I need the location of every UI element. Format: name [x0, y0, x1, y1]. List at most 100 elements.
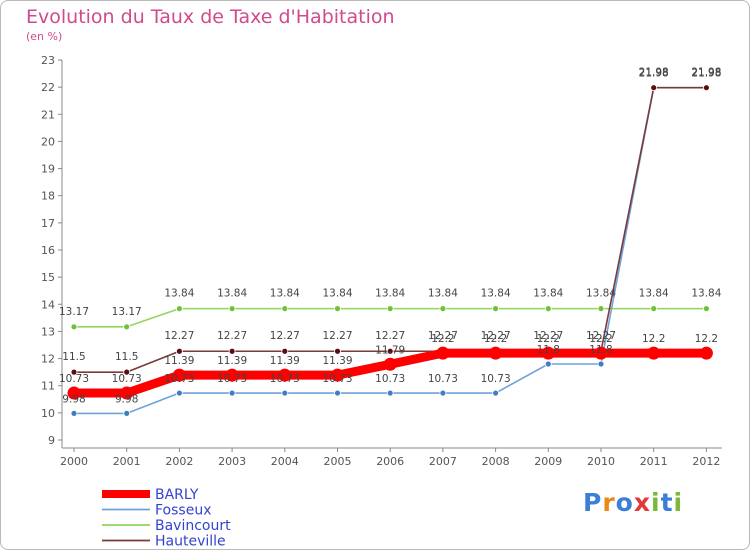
data-point	[489, 346, 503, 360]
data-point	[281, 305, 289, 313]
data-label: 13.84	[586, 288, 616, 300]
chart-title: Evolution du Taux de Taxe d'Habitation	[26, 6, 395, 28]
y-tick-label: 17	[41, 217, 55, 230]
data-point	[703, 305, 710, 313]
data-label: 11.8	[537, 344, 560, 356]
data-label: 21.98	[639, 68, 669, 80]
proxiti-logo: Proxiti	[583, 488, 683, 517]
y-tick-label: 16	[41, 244, 55, 257]
data-point	[597, 360, 605, 368]
data-label: 13.84	[691, 288, 721, 300]
data-label: 10.73	[112, 373, 142, 385]
data-point	[172, 368, 186, 382]
data-label: 10.73	[322, 373, 352, 385]
data-label: 10.73	[375, 373, 405, 385]
data-point	[492, 305, 500, 313]
logo-letter: r	[602, 488, 616, 517]
data-label: 12.27	[217, 330, 247, 342]
data-label: 13.84	[533, 288, 563, 300]
data-label: 12.2	[589, 333, 612, 345]
x-tick-label: 2012	[692, 455, 720, 468]
y-tick-label: 11	[41, 380, 55, 393]
y-tick-label: 9	[48, 434, 55, 447]
y-tick-label: 14	[41, 298, 55, 311]
x-tick-label: 2011	[640, 455, 668, 468]
data-point	[544, 305, 552, 313]
data-point	[70, 323, 78, 331]
logo-letter: o	[615, 488, 634, 517]
x-tick-label: 2000	[60, 455, 88, 468]
data-label: 13.84	[375, 288, 405, 300]
data-label: 12.2	[642, 333, 665, 345]
x-tick-label: 2005	[324, 455, 352, 468]
data-point	[383, 357, 397, 371]
legend-label: Hauteville	[155, 534, 226, 550]
data-point	[278, 368, 292, 382]
y-tick-label: 23	[41, 54, 55, 67]
data-point	[699, 346, 713, 360]
series-bavincourt	[70, 305, 710, 331]
data-label: 9.98	[62, 393, 85, 405]
data-point	[650, 305, 658, 313]
data-point	[281, 347, 289, 355]
x-tick-label: 2001	[113, 455, 141, 468]
data-labels-hauteville: 11.5 11.512.27 12.27 12.27 12.27 12.27 12.27 12…	[62, 67, 721, 363]
x-tick-label: 2006	[376, 455, 404, 468]
y-tick-label: 13	[41, 325, 55, 338]
data-point	[281, 389, 289, 397]
chart-subtitle: (en %)	[26, 30, 63, 43]
data-point	[594, 346, 608, 360]
data-point	[386, 347, 394, 355]
data-point	[647, 346, 661, 360]
legend-label: Fosseux	[155, 503, 211, 519]
data-label: 12.2	[431, 333, 454, 345]
data-point	[123, 368, 131, 376]
data-label: 12.27	[586, 330, 616, 342]
data-point	[597, 305, 605, 313]
data-label: 12.27	[375, 330, 405, 342]
data-point	[334, 347, 341, 355]
data-label: 12.2	[537, 333, 560, 345]
y-tick-label: 12	[41, 353, 55, 366]
data-label: 11.39	[217, 355, 247, 367]
series-barly	[67, 346, 713, 400]
data-point	[650, 84, 658, 92]
data-point	[120, 386, 134, 400]
data-label: 13.84	[217, 288, 247, 300]
data-label: 21.98	[691, 67, 721, 79]
data-labels-bavincourt: 13.17 13.17 13.84 13.84 13.84 13.84 13.84 13.84…	[59, 288, 722, 318]
data-label: 13.84	[481, 288, 511, 300]
data-label: 10.73	[217, 373, 247, 385]
x-tick-label: 2004	[271, 455, 299, 468]
data-label: 12.27	[533, 330, 563, 342]
y-tick-label: 22	[41, 81, 55, 94]
data-label: 13.84	[270, 288, 300, 300]
y-tick-label: 18	[41, 190, 55, 203]
data-label: 10.73	[270, 373, 300, 385]
data-label: 13.84	[428, 288, 458, 300]
data-point	[492, 389, 500, 397]
data-label: 11.79	[375, 344, 405, 356]
logo-letter: x	[633, 488, 651, 517]
legend-label: BARLY	[155, 487, 199, 503]
data-point	[439, 389, 447, 397]
data-label: 13.17	[112, 306, 142, 318]
data-point	[228, 389, 236, 397]
data-point	[175, 347, 183, 355]
data-label: 11.8	[589, 344, 612, 356]
data-label: 12.27	[164, 330, 194, 342]
y-tick-label: 10	[41, 407, 55, 420]
data-label: 21.98	[639, 67, 669, 79]
data-label: 10.73	[59, 373, 89, 385]
data-label: 11.39	[164, 355, 194, 367]
data-point	[70, 368, 78, 376]
x-tick-label: 2010	[587, 455, 615, 468]
x-tick-label: 2003	[218, 455, 246, 468]
data-point	[225, 368, 239, 382]
data-point	[544, 360, 552, 368]
data-label: 13.17	[59, 306, 89, 318]
x-tick-label: 2007	[429, 455, 457, 468]
data-point	[228, 305, 236, 313]
